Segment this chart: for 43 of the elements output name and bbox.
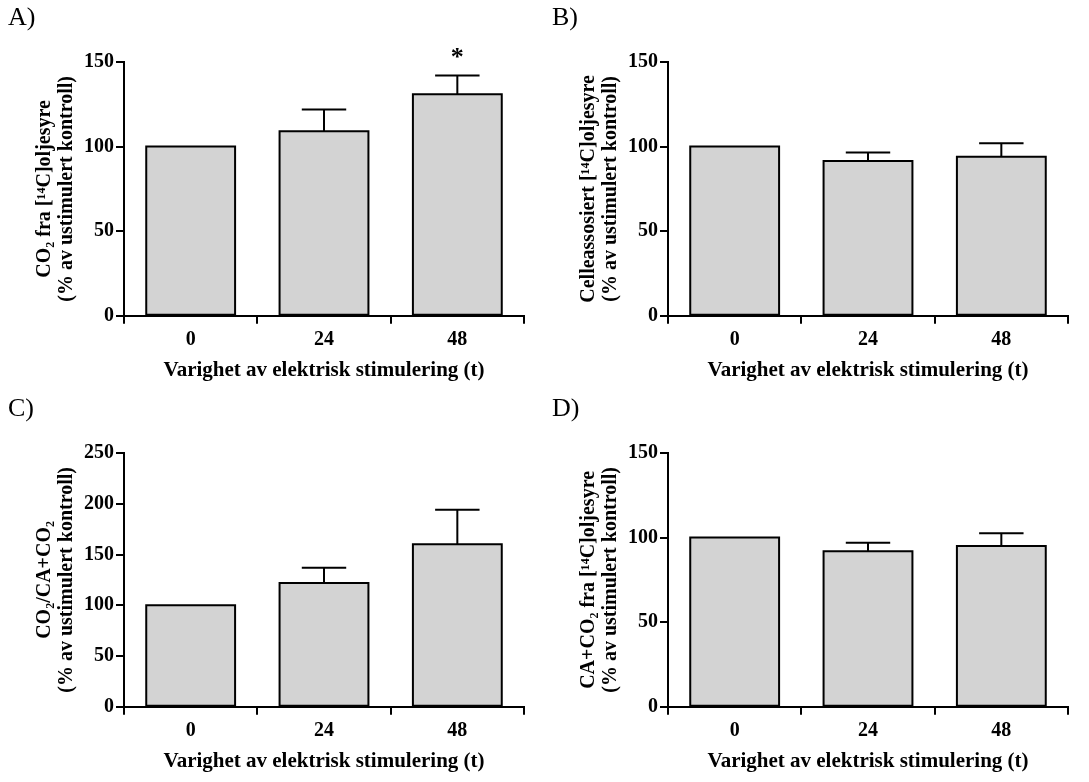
x-axis-title: Varighet av elektrisk stimulering (t) (707, 747, 1029, 772)
y-tick-label: 150 (628, 49, 658, 72)
y-tick-label: 0 (648, 693, 658, 716)
y-tick-label: 0 (648, 302, 658, 325)
y-tick-label: 150 (84, 49, 114, 72)
y-tick-label: 0 (104, 693, 114, 716)
x-tick-label: 48 (447, 326, 468, 349)
chart-title: C) (8, 393, 34, 423)
y-tick-label: 150 (628, 440, 658, 463)
x-tick-label: 0 (185, 326, 196, 349)
y-tick-label: 100 (84, 592, 114, 615)
chart-title: A) (8, 2, 36, 32)
x-tick-label: 24 (314, 717, 334, 740)
x-tick-label: 48 (991, 326, 1012, 349)
x-tick-label: 0 (729, 326, 740, 349)
y-axis-title: CO₂ fra [¹⁴C]oljesyre (% av ustimulert kontroll) (32, 76, 78, 302)
y-tick-label: 50 (94, 218, 114, 241)
chart-title: B) (552, 2, 578, 32)
x-tick-label: 24 (314, 326, 334, 349)
x-tick-label: 0 (185, 717, 196, 740)
y-tick-label: 200 (84, 490, 114, 513)
x-axis-title: Varighet av elektrisk stimulering (t) (163, 356, 485, 381)
y-tick-label: 100 (628, 133, 658, 156)
x-tick-label: 48 (991, 717, 1012, 740)
x-tick-label: 24 (858, 717, 878, 740)
chart-title: D) (552, 393, 580, 423)
y-tick-label: 50 (638, 218, 658, 241)
y-tick-label: 50 (638, 609, 658, 632)
y-tick-label: 50 (94, 643, 114, 666)
x-tick-label: 24 (858, 326, 878, 349)
y-tick-label: 250 (84, 440, 114, 463)
x-tick-label: 48 (447, 717, 468, 740)
y-tick-label: 100 (628, 524, 658, 547)
x-axis-title: Varighet av elektrisk stimulering (t) (163, 747, 485, 772)
annotation: * (450, 41, 464, 71)
x-tick-label: 0 (729, 717, 740, 740)
y-tick-label: 100 (84, 133, 114, 156)
x-axis-title: Varighet av elektrisk stimulering (t) (707, 356, 1029, 381)
y-axis-title: Celleassosiert [¹⁴C]oljesyre (% av ustimulert kontroll) (576, 74, 622, 303)
y-tick-label: 0 (104, 302, 114, 325)
y-axis-title: CA+CO₂ fra [¹⁴C]oljesyre (% av ustimulert kontroll) (576, 467, 622, 693)
y-axis-title: CO₂/CA+CO₂ (% av ustimulert kontroll) (32, 467, 78, 693)
y-tick-label: 150 (84, 541, 114, 564)
